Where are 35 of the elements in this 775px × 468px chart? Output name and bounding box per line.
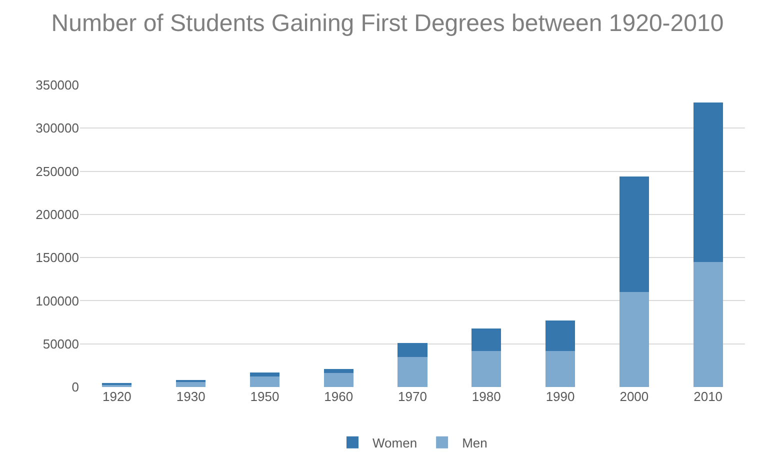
y-tick-label: 0 (72, 380, 79, 395)
legend-label: Women (372, 435, 418, 450)
legend-label: Men (462, 435, 488, 450)
bar (250, 376, 280, 387)
y-tick-label: 50000 (42, 336, 79, 352)
bar (619, 176, 649, 292)
bar (398, 356, 428, 387)
bar (472, 350, 502, 387)
chart-title: Number of Students Gaining First Degrees between 1920-2010 (51, 10, 724, 37)
bar (398, 342, 428, 357)
y-tick-label: 200000 (36, 206, 79, 222)
bar (324, 373, 354, 387)
bar (619, 292, 649, 387)
x-tick-label: 1990 (546, 389, 575, 404)
bar (324, 368, 354, 374)
bar (546, 350, 576, 387)
bar (472, 328, 502, 351)
x-tick-label: 1980 (472, 389, 501, 404)
bar (693, 102, 723, 262)
x-tick-label: 2000 (620, 389, 649, 404)
bar (693, 262, 723, 387)
y-tick-label: 100000 (36, 293, 79, 308)
x-tick-label: 1960 (324, 389, 354, 404)
bar (546, 320, 576, 351)
y-tick-label: 300000 (36, 120, 79, 136)
y-tick-label: 350000 (36, 78, 79, 93)
bar (250, 372, 280, 377)
y-tick-label: 150000 (36, 250, 79, 266)
x-tick-label: 2010 (694, 389, 723, 404)
x-tick-label: 1920 (102, 389, 132, 404)
x-tick-label: 1950 (250, 389, 280, 404)
y-tick-label: 250000 (36, 164, 79, 179)
bar (176, 382, 206, 387)
x-tick-label: 1930 (176, 389, 206, 404)
x-tick-label: 1970 (398, 389, 427, 404)
